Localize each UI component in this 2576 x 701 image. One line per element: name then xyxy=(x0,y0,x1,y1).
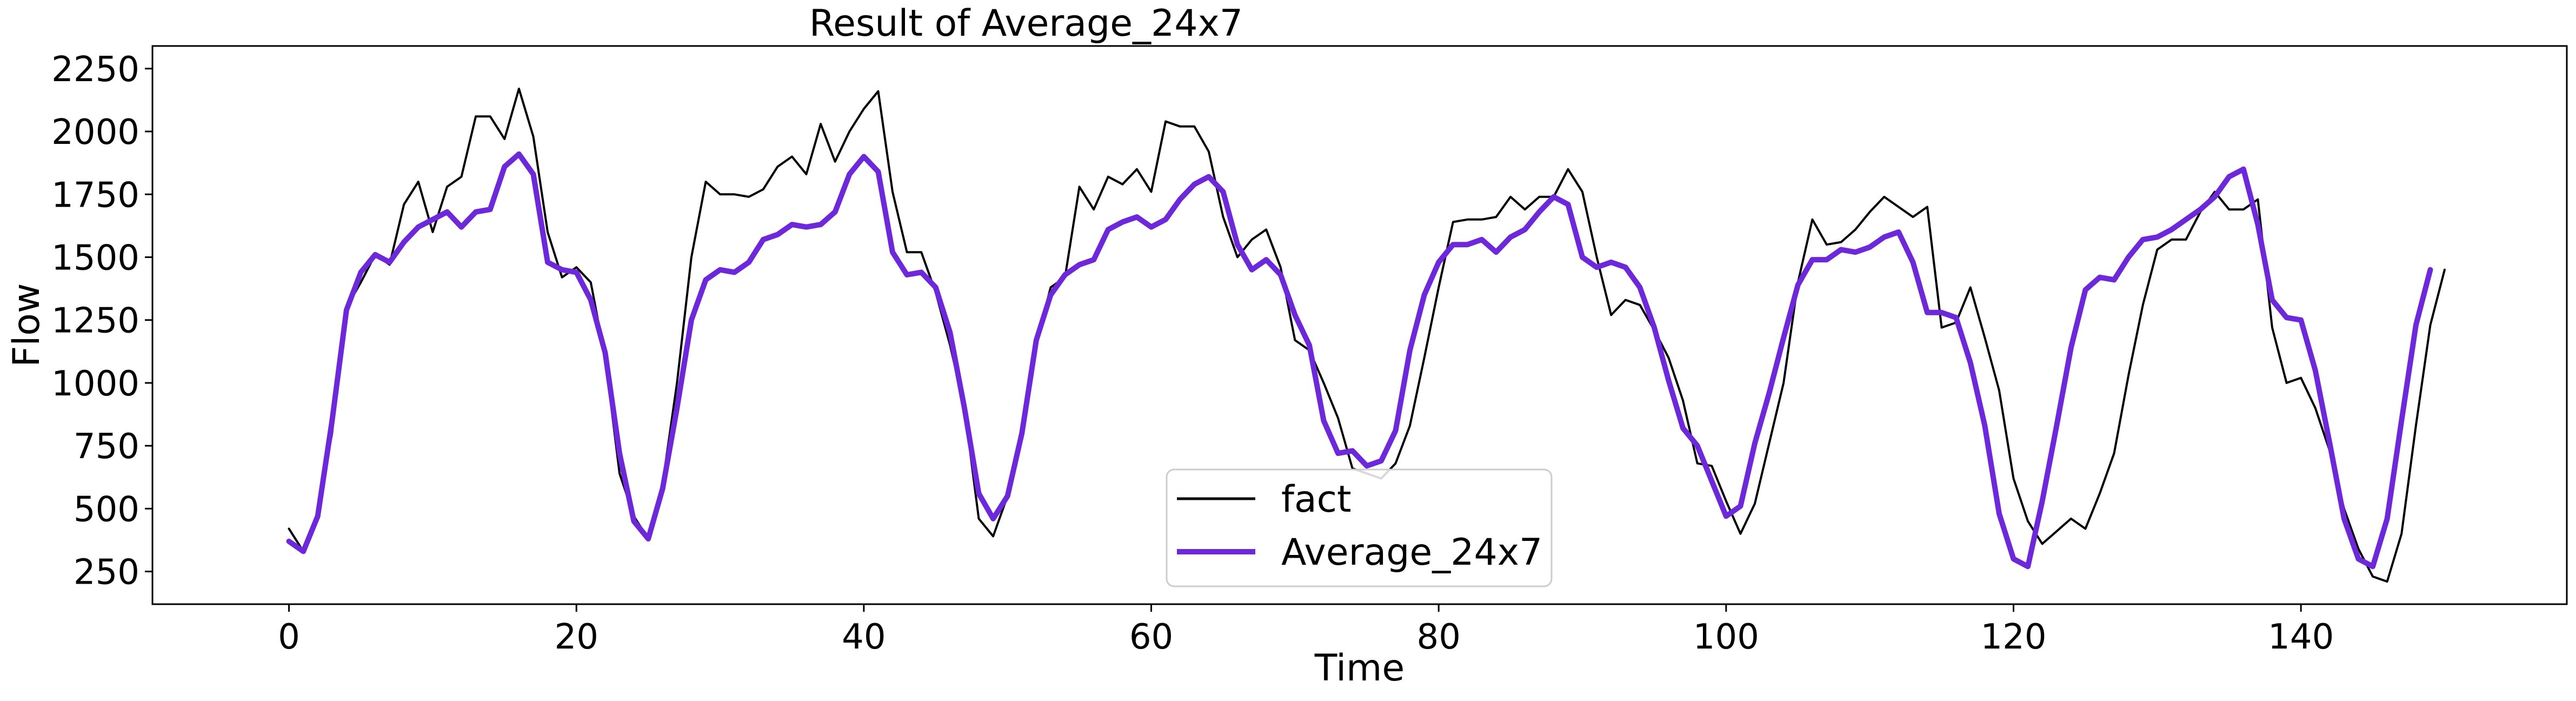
x-tick-label: 60 xyxy=(1129,617,1173,657)
plot-area xyxy=(151,45,2568,605)
y-tick-label: 250 xyxy=(74,553,139,593)
x-tick-label: 0 xyxy=(278,617,300,657)
legend-label-fact: fact xyxy=(1281,478,1352,521)
legend: fact Average_24x7 xyxy=(1166,468,1553,587)
plot-frame xyxy=(151,45,2568,605)
legend-frame xyxy=(1166,468,1553,587)
y-tick-label: 1750 xyxy=(51,175,139,215)
x-tick-label: 100 xyxy=(1693,617,1759,657)
x-axis: 0 20 40 60 80 100 120 140 xyxy=(278,604,2334,657)
y-axis: 250 500 750 1000 1250 1500 1750 2000 2250 xyxy=(51,50,152,593)
y-tick-label: 2250 xyxy=(51,50,139,90)
y-tick-label: 2000 xyxy=(51,113,139,153)
y-tick-label: 1250 xyxy=(51,301,139,341)
x-tick-label: 20 xyxy=(554,617,598,657)
x-tick-label: 120 xyxy=(1980,617,2046,657)
chart-title: Result of Average_24x7 xyxy=(809,2,1243,45)
y-tick-label: 500 xyxy=(74,490,139,530)
y-tick-label: 1000 xyxy=(51,364,139,404)
y-tick-label: 1500 xyxy=(51,238,139,278)
x-axis-title: Time xyxy=(1314,647,1405,690)
y-axis-title: Flow xyxy=(5,283,48,367)
y-tick-label: 750 xyxy=(74,427,139,467)
x-tick-label: 140 xyxy=(2268,617,2334,657)
legend-label-average: Average_24x7 xyxy=(1281,531,1542,574)
x-tick-label: 80 xyxy=(1416,617,1460,657)
x-tick-label: 40 xyxy=(842,617,886,657)
series-line-average-24x7 xyxy=(286,151,2433,570)
